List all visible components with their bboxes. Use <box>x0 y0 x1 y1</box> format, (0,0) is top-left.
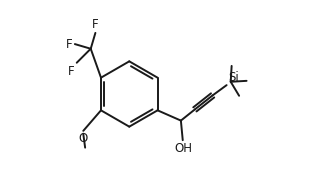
Text: F: F <box>65 38 72 51</box>
Text: Si: Si <box>228 71 239 84</box>
Text: F: F <box>68 65 75 78</box>
Text: OH: OH <box>175 142 193 155</box>
Text: F: F <box>92 18 99 31</box>
Text: O: O <box>79 132 88 145</box>
